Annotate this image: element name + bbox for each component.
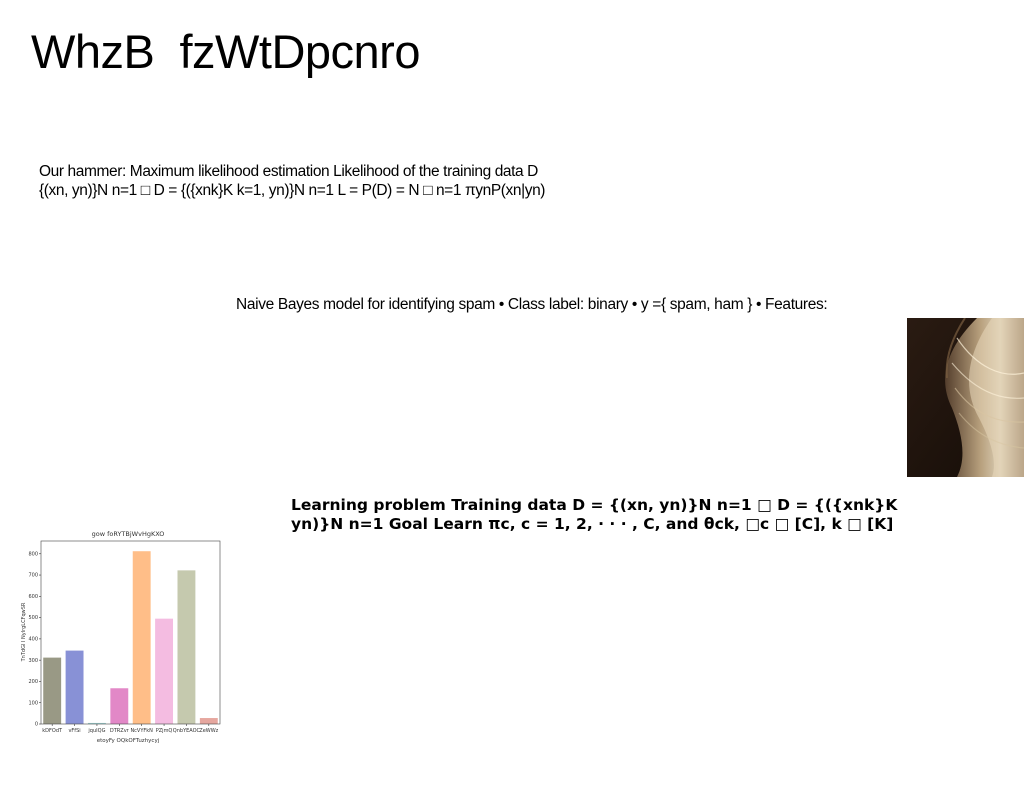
abstract-swirl-photo (907, 318, 1024, 477)
chart-x-axis-label: etoyFy OQkOFTuzhycyj (97, 738, 160, 744)
x-tick-label: DTRZvr (110, 728, 130, 734)
learning-problem-paragraph: Learning problem Training data D = {(xn,… (291, 496, 971, 534)
bar-chart-svg: gow foRYTBjWvHgKXO TnTdGl I NyIrgLCFqwSR… (21, 530, 221, 744)
x-tick-label: jquIQG (87, 728, 105, 734)
y-tick-label: 600 (28, 594, 38, 600)
y-tick-label: 300 (28, 658, 38, 664)
x-tick-label: vFfSi (68, 728, 80, 734)
x-tick-label: kDFOdT (42, 728, 63, 734)
chart-y-axis-label: TnTdGl I NyIrgLCFqwSR (21, 602, 27, 662)
bar-chart: gow foRYTBjWvHgKXO TnTdGl I NyIrgLCFqwSR… (17, 524, 227, 754)
bar-NcVYFkN (132, 551, 151, 724)
bar-DTRZvr (110, 688, 129, 724)
y-tick-label: 500 (28, 615, 38, 621)
x-tick-label: PZjmQ (156, 728, 173, 734)
learning-problem-line-1: Learning problem Training data D = {(xn,… (291, 496, 898, 514)
bar-kDFOdT (43, 657, 62, 724)
bar-QnbYEAOC (177, 570, 196, 724)
y-tick-label: 400 (28, 636, 38, 642)
y-tick-label: 0 (35, 722, 38, 728)
chart-title: gow foRYTBjWvHgKXO (92, 530, 165, 538)
slide-title: WhzB fzWtDpcnro (31, 25, 420, 78)
likelihood-line-2: {(xn, yn)}N n=1 □ D = {({xnk}K k=1, yn)}… (39, 182, 546, 199)
y-tick-label: 100 (28, 700, 38, 706)
likelihood-line-1: Our hammer: Maximum likelihood estimatio… (39, 163, 538, 180)
bar-jquIQG (87, 722, 106, 724)
likelihood-paragraph: Our hammer: Maximum likelihood estimatio… (39, 162, 639, 200)
bar-ZeWWz (199, 718, 218, 724)
bar-PZjmQ (155, 618, 174, 724)
x-tick-label: QnbYEAOC (173, 728, 201, 734)
x-tick-label: ZeWWz (199, 728, 218, 734)
naive-bayes-paragraph: Naive Bayes model for identifying spam •… (236, 296, 828, 313)
learning-problem-line-2: yn)}N n=1 Goal Learn πc, c = 1, 2, · · ·… (291, 515, 894, 533)
y-tick-label: 800 (28, 551, 38, 557)
bar-vFfSi (65, 650, 84, 724)
y-tick-label: 700 (28, 573, 38, 579)
x-tick-label: NcVYFkN (130, 728, 153, 734)
plot-frame (40, 540, 221, 725)
y-tick-label: 200 (28, 679, 38, 685)
